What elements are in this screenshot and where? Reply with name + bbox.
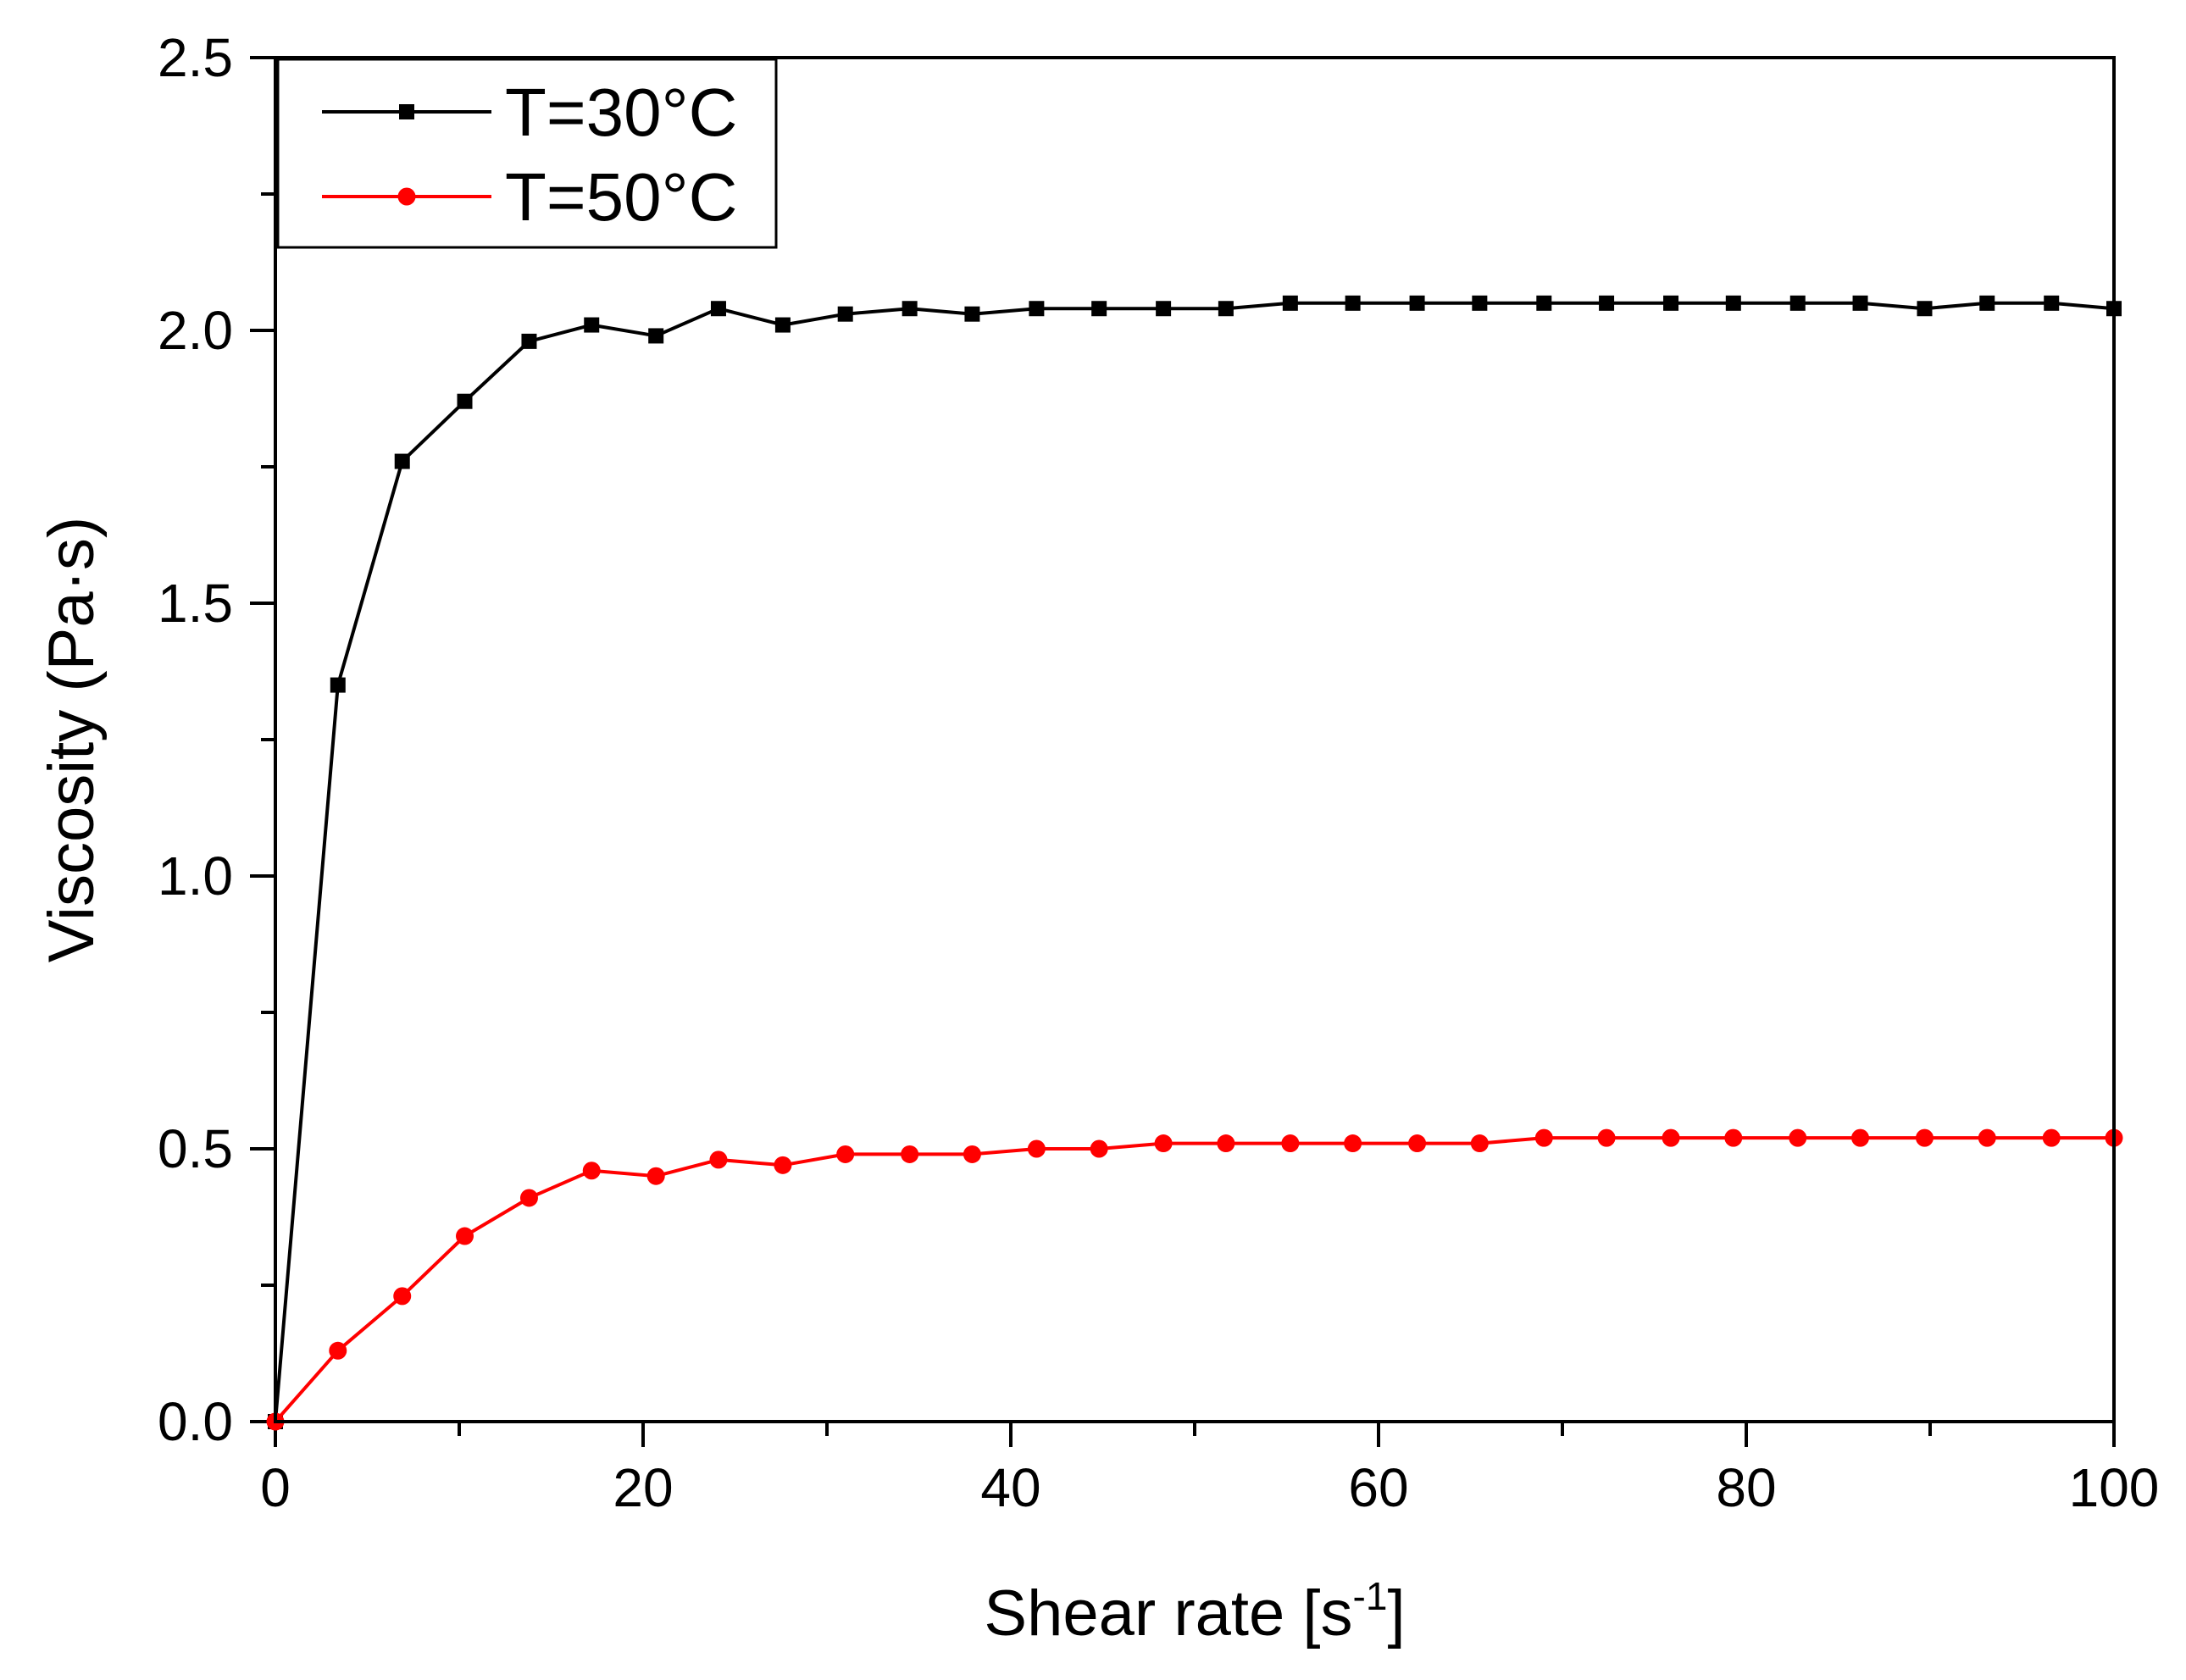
data-point: [1345, 295, 1361, 311]
data-point: [963, 1145, 981, 1163]
data-point: [329, 1341, 347, 1360]
x-tick-label: 0: [260, 1457, 291, 1518]
data-point: [709, 1150, 728, 1169]
y-tick-label: 1.5: [158, 573, 233, 634]
data-point: [1599, 295, 1615, 311]
y-tick-label: 2.0: [158, 300, 233, 361]
data-point: [1789, 295, 1806, 311]
data-point: [1663, 295, 1679, 311]
data-point: [710, 301, 726, 317]
data-point: [1090, 1139, 1108, 1158]
x-tick-label: 100: [2069, 1457, 2160, 1518]
data-point: [1282, 295, 1298, 311]
data-point: [1662, 1128, 1680, 1147]
x-axis-title: Shear rate [s-1]: [984, 1574, 1405, 1650]
data-point: [1915, 1128, 1934, 1147]
data-point: [1979, 295, 1995, 311]
data-point: [330, 677, 346, 693]
y-tick-label: 2.5: [158, 27, 233, 88]
data-point: [774, 317, 791, 333]
data-point: [1536, 295, 1552, 311]
data-point: [1218, 301, 1234, 317]
data-point: [1091, 301, 1107, 317]
data-point: [1029, 301, 1045, 317]
data-point: [1725, 295, 1741, 311]
data-point: [394, 453, 410, 469]
data-point: [2042, 1128, 2061, 1147]
data-point: [393, 1287, 412, 1306]
x-axis-title-main: Shear rate [s: [984, 1577, 1352, 1650]
legend-label: T=30°C: [505, 75, 737, 150]
data-point: [1789, 1128, 1807, 1147]
data-point: [1027, 1139, 1046, 1158]
x-axis-title-suffix: ]: [1387, 1577, 1405, 1650]
data-point: [456, 1227, 474, 1245]
data-point: [1156, 301, 1172, 317]
data-point: [1281, 1134, 1300, 1153]
data-point: [1724, 1128, 1743, 1147]
data-point: [1978, 1128, 1996, 1147]
legend-marker: [397, 187, 416, 206]
x-tick-label: 60: [1348, 1457, 1408, 1518]
data-point: [584, 317, 600, 333]
axis-tick-labels: 0 20 40 60 80 100 0.0 0.5 1.0 1.5 2.0 2.5: [158, 27, 2159, 1518]
data-point: [1217, 1134, 1235, 1153]
y-tick-label: 0.0: [158, 1391, 233, 1452]
series-line: [274, 1136, 2114, 1423]
data-point: [457, 393, 473, 409]
data-point: [964, 306, 980, 322]
legend-box: [276, 58, 778, 249]
series-2: [266, 1128, 2123, 1431]
x-tick-label: 80: [1716, 1457, 1776, 1518]
legend-item: T=30°C: [322, 75, 737, 150]
data-point: [1917, 301, 1933, 317]
data-point: [648, 328, 664, 344]
legend-label: T=50°C: [505, 159, 737, 235]
x-tick-label: 40: [980, 1457, 1040, 1518]
data-point: [1472, 295, 1488, 311]
data-point: [521, 333, 537, 349]
data-point: [1597, 1128, 1616, 1147]
data-point: [1344, 1134, 1362, 1153]
legend-item: T=50°C: [322, 159, 737, 235]
series-line: [274, 301, 2115, 1422]
data-point: [837, 306, 853, 322]
data-point: [646, 1167, 665, 1185]
data-point: [1408, 1134, 1427, 1153]
data-point: [2044, 295, 2060, 311]
plot-area-frame: [274, 56, 2116, 1423]
y-tick-label: 1.0: [158, 846, 233, 907]
x-tick-label: 20: [613, 1457, 673, 1518]
y-tick-label: 0.5: [158, 1118, 233, 1179]
data-series: [266, 295, 2123, 1431]
data-point: [1534, 1128, 1553, 1147]
data-point: [519, 1189, 538, 1207]
data-point: [774, 1156, 792, 1174]
data-point: [582, 1162, 601, 1180]
legend-marker: [399, 104, 414, 119]
data-point: [1470, 1134, 1489, 1153]
legend: T=30°C T=50°C: [276, 58, 778, 249]
y-axis-title: Viscosity (Pa·s): [36, 517, 108, 962]
data-point: [902, 301, 918, 317]
data-point: [1154, 1134, 1173, 1153]
data-point: [1852, 295, 1868, 311]
axis-ticks: [250, 56, 2116, 1447]
x-axis-title-superscript: -1: [1353, 1574, 1388, 1618]
data-point: [1409, 295, 1425, 311]
data-point: [1851, 1128, 1870, 1147]
data-point: [901, 1145, 919, 1163]
data-point: [836, 1145, 855, 1163]
